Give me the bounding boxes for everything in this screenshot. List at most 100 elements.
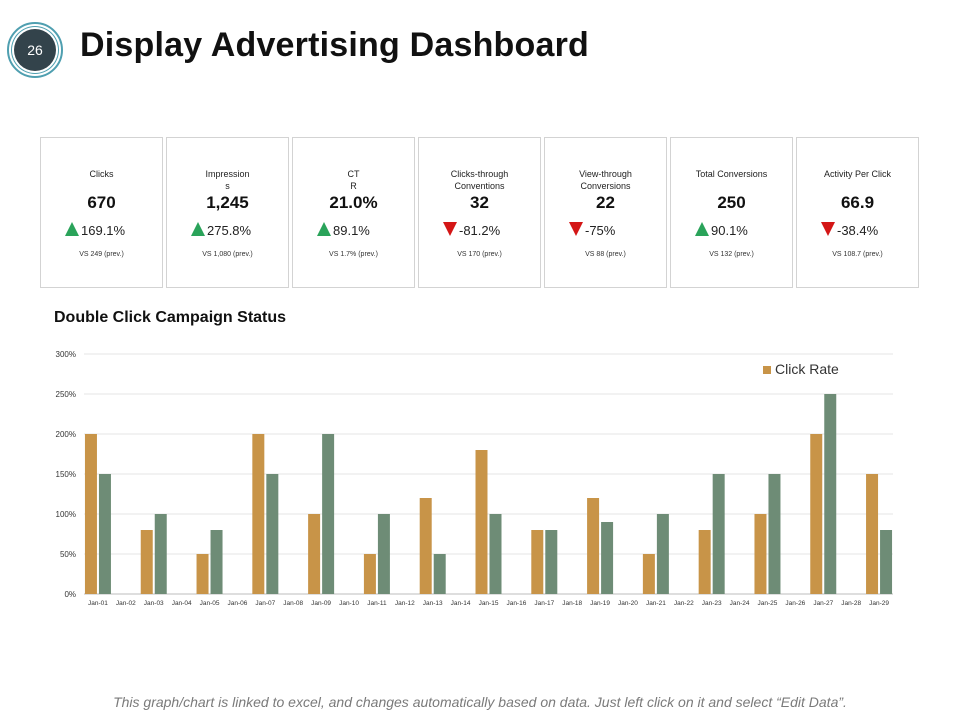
x-tick-label: Jan-04 [172,600,192,607]
x-tick-label: Jan-16 [506,600,526,607]
bar-series-2 [824,394,837,594]
trend-down-icon [569,222,583,236]
bar-series-1 [531,530,544,594]
bar-series-1 [363,554,376,594]
x-tick-label: Jan-27 [813,600,833,607]
x-tick-label: Jan-07 [255,600,275,607]
kpi-label: Clicks-through Conventions [450,169,509,191]
kpi-change: 89.1% [317,222,370,240]
x-tick-label: Jan-01 [88,600,108,607]
kpi-value: 250 [717,193,746,212]
x-tick-label: Jan-22 [674,600,694,607]
x-tick-label: Jan-08 [283,600,303,607]
x-tick-label: Jan-13 [423,600,443,607]
bar-series-1 [196,554,209,594]
slide-number: 26 [14,29,56,71]
bar-series-2 [266,474,279,594]
x-tick-label: Jan-02 [116,600,136,607]
kpi-change: 90.1% [695,222,748,240]
trend-up-icon [317,222,331,236]
kpi-card-view-through[interactable]: View-through Conversions 22 -75% VS 88 (… [544,137,667,288]
bar-series-2 [712,474,725,594]
kpi-previous: VS 249 (prev.) [79,251,124,258]
y-tick-label: 150% [56,470,76,479]
kpi-value: 66.9 [840,193,875,212]
x-tick-label: Jan-15 [479,600,499,607]
bar-series-2 [210,530,223,594]
x-tick-label: Jan-29 [869,600,889,607]
trend-up-icon [191,222,205,236]
footnote: This graph/chart is linked to excel, and… [113,694,847,710]
kpi-change-value: 169.1% [81,223,126,238]
x-tick-label: Jan-26 [785,600,805,607]
kpi-card-activity-per-click[interactable]: Activity Per Click 66.9 -38.4% VS 108.7 … [796,137,919,288]
slide-number-badge: 26 [7,22,63,78]
kpi-change-value: 89.1% [333,223,370,238]
x-tick-label: Jan-12 [395,600,415,607]
kpi-change: 169.1% [65,222,125,240]
bar-series-2 [768,474,781,594]
bar-series-1 [754,514,767,594]
bar-series-1 [642,554,655,594]
kpi-change: -81.2% [443,222,500,240]
trend-up-icon [695,222,709,236]
x-tick-label: Jan-06 [227,600,247,607]
x-tick-label: Jan-14 [451,600,471,607]
kpi-value: 1,245 [206,193,249,212]
bar-series-1 [419,498,432,594]
bar-series-2 [154,514,167,594]
x-tick-label: Jan-28 [841,600,861,607]
legend-swatch [763,366,771,374]
bar-series-1 [84,434,97,594]
x-tick-label: Jan-23 [702,600,722,607]
kpi-change: -75% [569,222,615,240]
kpi-previous: VS 132 (prev.) [709,251,754,258]
kpi-previous: VS 88 (prev.) [585,251,626,258]
kpi-label: Clicks [89,169,114,179]
kpi-value: 22 [596,193,615,212]
bar-series-1 [252,434,265,594]
y-tick-label: 200% [56,430,76,439]
kpi-change: 275.8% [191,222,251,240]
kpi-card-ctr[interactable]: CT R 21.0% 89.1% VS 1.7% (prev.) [292,137,415,288]
bar-series-2 [656,514,669,594]
bar-series-2 [377,514,390,594]
kpi-previous: VS 108.7 (prev.) [832,251,883,258]
x-tick-label: Jan-03 [144,600,164,607]
kpi-previous: VS 1,080 (prev.) [202,251,253,258]
bar-series-1 [587,498,600,594]
bar-series-2 [322,434,335,594]
bar-series-2 [545,530,558,594]
y-tick-label: 0% [64,590,76,599]
x-tick-label: Jan-09 [311,600,331,607]
kpi-label: Activity Per Click [823,169,891,179]
bar-series-1 [810,434,823,594]
y-tick-label: 250% [56,390,76,399]
x-tick-label: Jan-25 [758,600,778,607]
x-tick-label: Jan-10 [339,600,359,607]
kpi-label: View-through Conversions [579,169,632,191]
x-tick-label: Jan-18 [562,600,582,607]
bar-series-2 [98,474,111,594]
bar-series-1 [140,530,153,594]
bar-series-2 [601,522,614,594]
y-tick-label: 300% [56,350,76,359]
kpi-card-clicks[interactable]: Clicks 670 169.1% VS 249 (prev.) [40,137,163,288]
kpi-value: 32 [470,193,489,212]
kpi-change-value: -38.4% [837,223,879,238]
kpi-card-total-conversions[interactable]: Total Conversions 250 90.1% VS 132 (prev… [670,137,793,288]
x-tick-label: Jan-19 [590,600,610,607]
x-tick-label: Jan-21 [646,600,666,607]
x-tick-label: Jan-11 [367,600,387,607]
trend-down-icon [821,222,835,236]
bar-series-1 [698,530,711,594]
kpi-card-clicks-through[interactable]: Clicks-through Conventions 32 -81.2% VS … [418,137,541,288]
x-tick-label: Jan-05 [200,600,220,607]
bar-series-2 [433,554,446,594]
y-tick-label: 100% [56,510,76,519]
kpi-label: Impression s [205,169,250,191]
chart-title: Double Click Campaign Status [54,309,287,326]
kpi-card-impressions[interactable]: Impression s 1,245 275.8% VS 1,080 (prev… [166,137,289,288]
x-tick-label: Jan-24 [730,600,750,607]
